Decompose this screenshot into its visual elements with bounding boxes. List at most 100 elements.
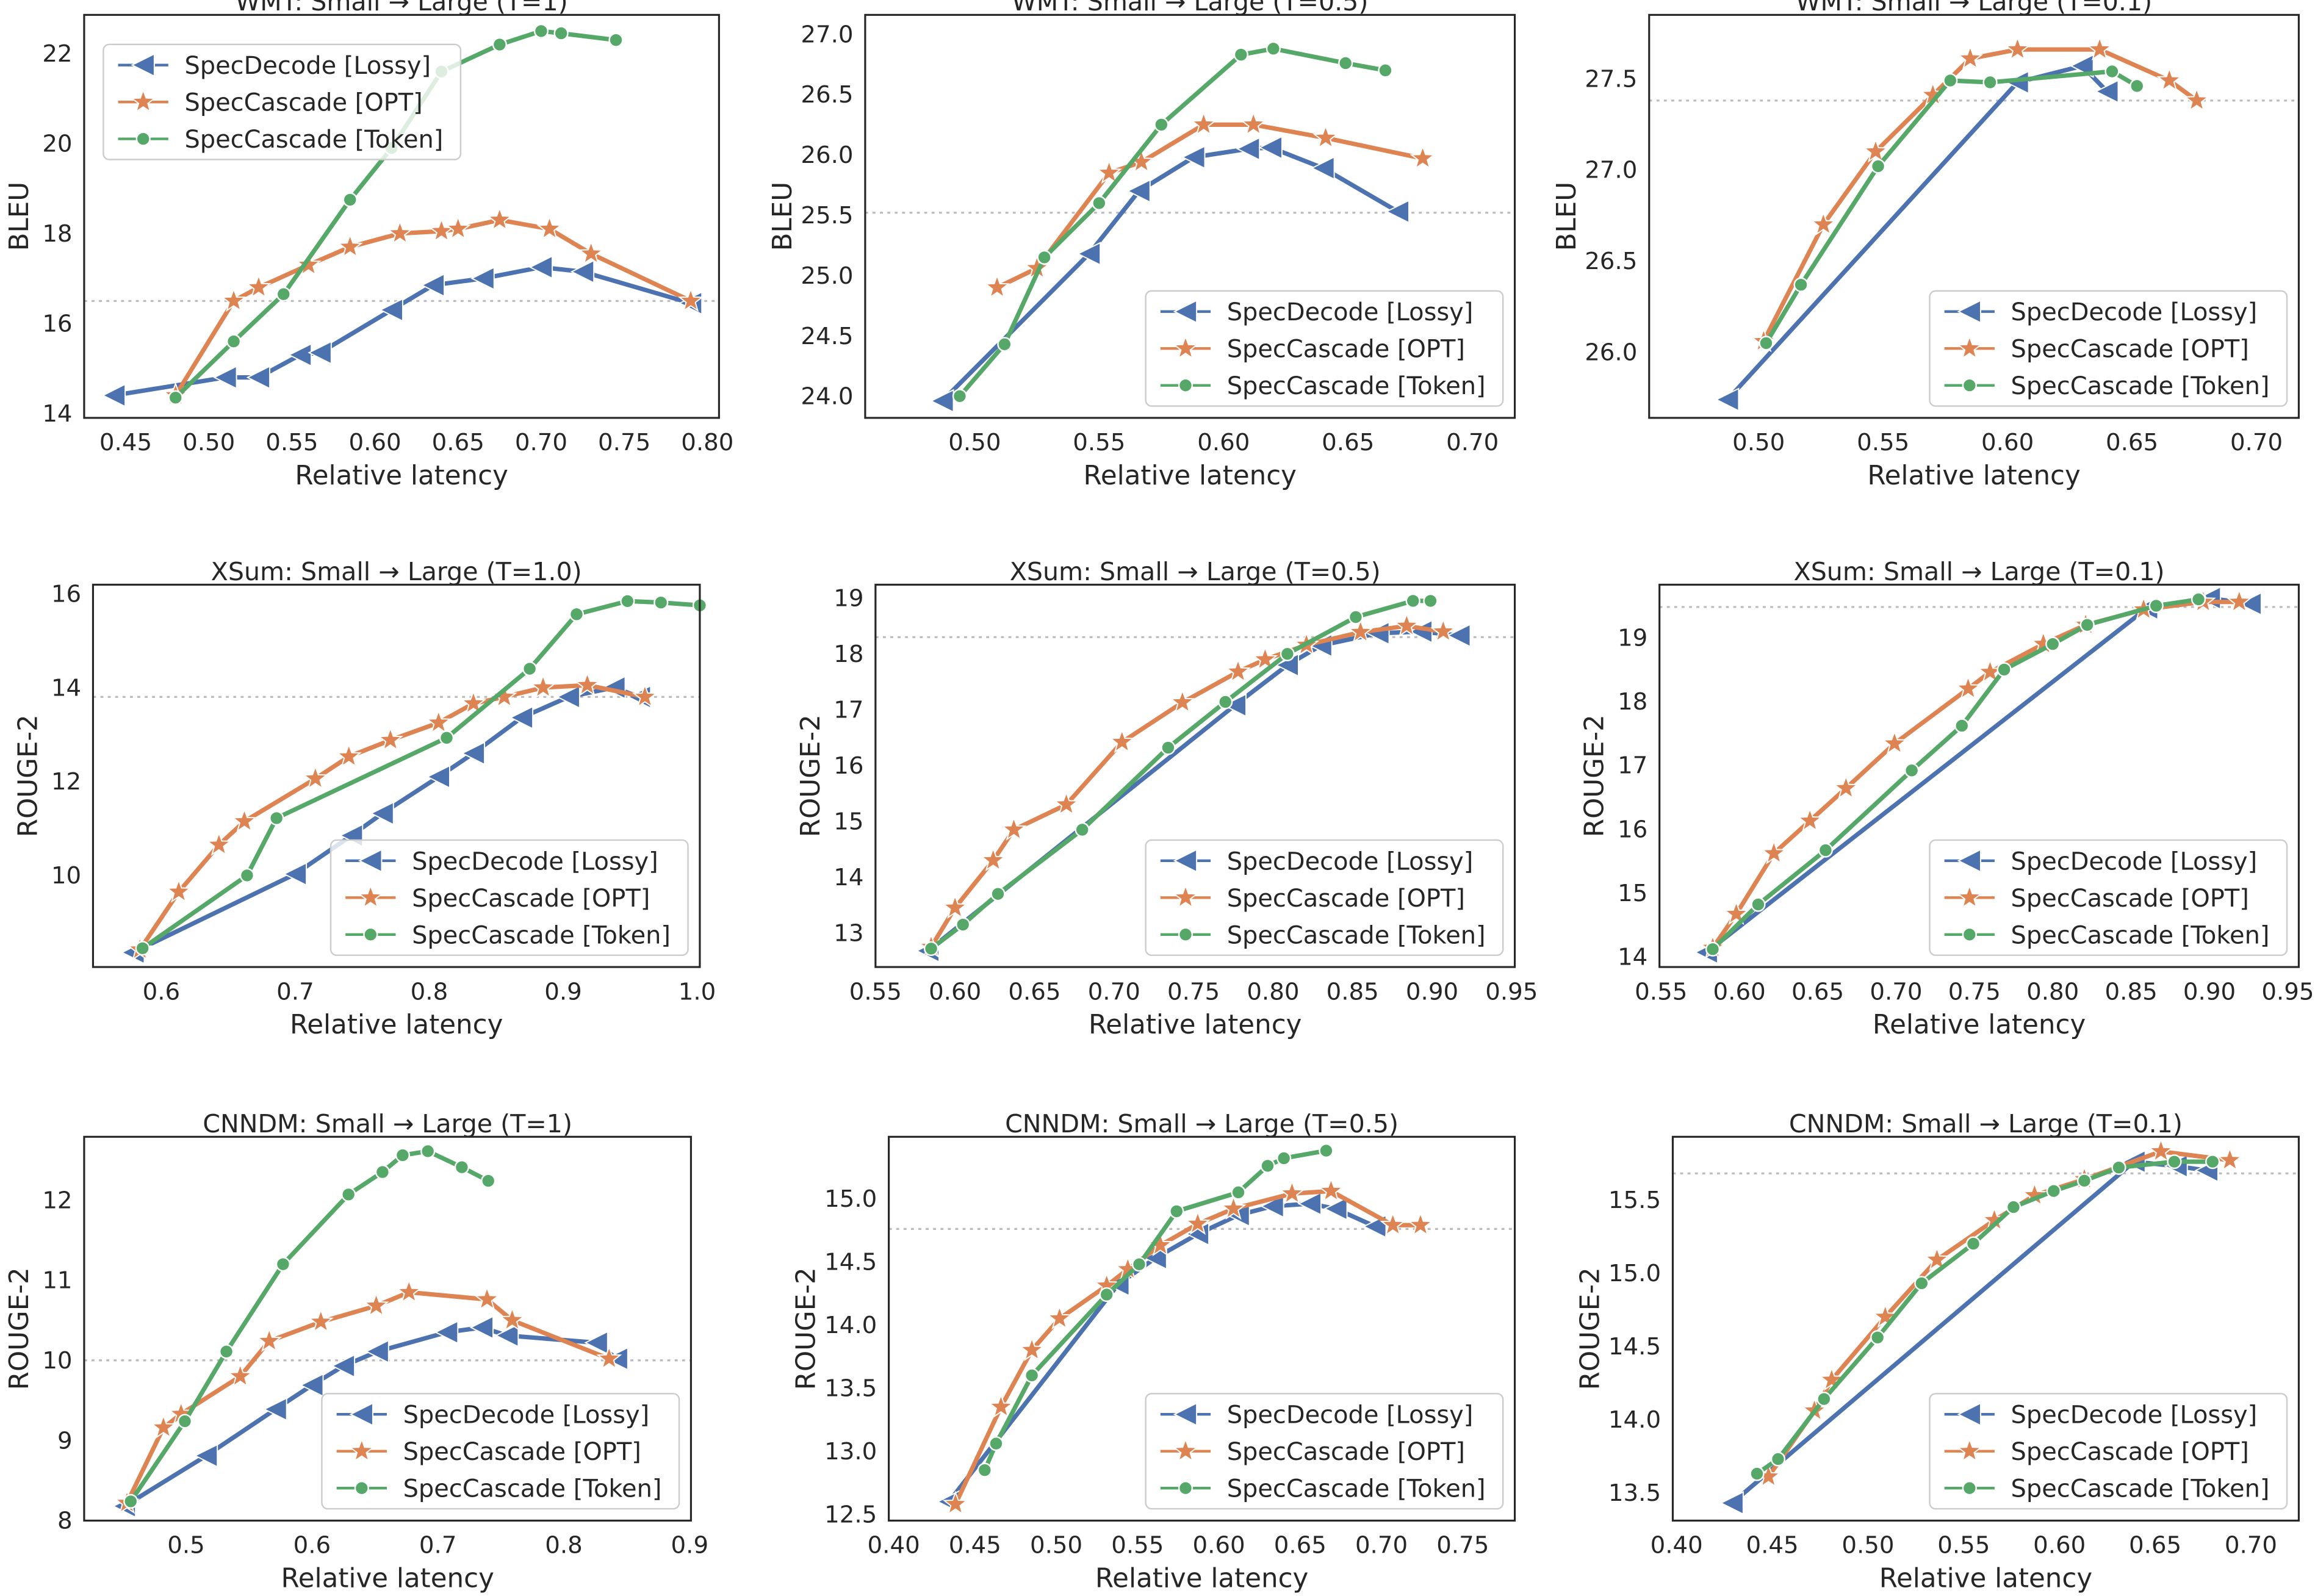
legend-marker [1956, 335, 1982, 360]
data-point [1723, 900, 1749, 926]
axes-frame [1671, 1135, 2300, 1522]
data-point [336, 742, 362, 768]
data-point [461, 741, 486, 766]
data-point [1872, 1303, 1898, 1328]
x-tick-label: 0.6 [293, 1532, 331, 1559]
y-tick-label: 27.0 [801, 21, 853, 48]
x-tick-label: 0.55 [849, 978, 902, 1005]
data-point [1280, 646, 1295, 661]
data-point [375, 1164, 391, 1180]
data-point [980, 847, 1006, 872]
y-axis-label: BLEU [1552, 182, 1582, 251]
data-point [1181, 145, 1206, 170]
data-point [1914, 1276, 1929, 1291]
subplot-7: 0.5 0.6 0.7 0.8 0.9 8 9 10 11 12 CNNDM: Small → La… [4, 1109, 708, 1594]
data-point [165, 878, 192, 903]
x-tick-label: 0.80 [681, 429, 733, 456]
data-point [1312, 124, 1339, 149]
data-point [1169, 1204, 1184, 1219]
x-tick-label: 0.70 [2225, 1532, 2277, 1559]
data-point [474, 1285, 500, 1310]
legend-label: SpecCascade [OPT] [2011, 336, 2249, 364]
x-tick-label: 0.9 [544, 978, 582, 1005]
x-tick-label: 0.55 [1111, 1532, 1164, 1559]
y-tick-label: 26.0 [801, 142, 853, 169]
y-tick-label: 10 [42, 1347, 72, 1375]
series-line [996, 122, 1424, 290]
y-tick-label: 9 [57, 1427, 73, 1454]
legend-marker [131, 52, 155, 77]
series-speccascade-token- [1705, 592, 2206, 957]
subplot-title: XSum: Small → Large (T=0.1) [1794, 557, 2165, 586]
data-point [988, 1436, 1004, 1451]
legend-box [1929, 290, 2288, 407]
data-point [193, 1443, 218, 1468]
data-point [269, 810, 284, 826]
x-tick-label: 0.65 [1322, 429, 1374, 456]
x-tick-label: 0.5 [167, 1532, 205, 1559]
axes-frame [874, 583, 1516, 968]
legend-box [1145, 1393, 1504, 1510]
y-tick-label: 14.0 [1608, 1406, 1661, 1434]
data-point [342, 192, 358, 207]
data-point [620, 594, 635, 609]
data-point [470, 266, 495, 291]
data-point [213, 365, 237, 390]
series-speccascade-token- [952, 41, 1393, 404]
x-tick-label: 0.40 [1651, 1532, 1703, 1559]
data-point [923, 941, 939, 956]
legend-label: SpecDecode [Lossy] [403, 1401, 650, 1429]
data-point [1266, 41, 1281, 56]
x-tick-label: 0.7 [419, 1532, 457, 1559]
data-point [2079, 617, 2095, 633]
series-line [129, 1149, 489, 1503]
x-axis-label: Relative latency [1089, 1010, 1302, 1040]
legend-marker [1957, 300, 1981, 324]
legend-box [1929, 839, 2288, 956]
data-point [377, 727, 403, 752]
y-tick-label: 12.5 [824, 1501, 877, 1528]
legend-marker [1962, 378, 1977, 393]
subplot-3: 0.50 0.55 0.60 0.65 0.70 26.0 26.5 27.0 27.5 WMT:… [1552, 0, 2300, 491]
data-point [2191, 592, 2206, 607]
data-point [1715, 387, 1740, 412]
legend: SpecDecode [Lossy] SpecCascade [OPT] SpecC… [1929, 1393, 2288, 1510]
data-point [1233, 47, 1248, 62]
y-tick-label: 15.0 [1608, 1260, 1661, 1287]
x-axis-label: Relative latency [295, 461, 508, 491]
data-point [1430, 618, 1456, 643]
data-point [1818, 843, 1833, 858]
x-tick-label: 0.75 [1948, 978, 2001, 1005]
x-tick-label: 0.65 [1008, 978, 1060, 1005]
data-point [1405, 593, 1420, 608]
data-point [2148, 1138, 2174, 1163]
y-tick-label: 13.5 [1608, 1479, 1661, 1507]
data-point [2004, 35, 2031, 61]
data-point [206, 831, 232, 856]
y-tick-label: 16 [42, 310, 72, 337]
data-point [1076, 242, 1101, 266]
y-tick-label: 26.5 [1585, 248, 1637, 275]
x-tick-label: 0.95 [2261, 978, 2314, 1005]
data-point [494, 1323, 519, 1348]
data-point [2045, 636, 2061, 652]
x-tick-label: 0.45 [1746, 1532, 1799, 1559]
legend-marker [1172, 884, 1199, 909]
subplot-8: 0.40 0.45 0.50 0.55 0.60 0.65 0.70 0.75 12.5 13.0… [791, 1109, 1516, 1594]
y-tick-label: 18 [42, 220, 72, 248]
y-axis-label: ROUGE-2 [796, 714, 826, 837]
data-point [439, 730, 455, 746]
axes-frame [1648, 13, 2300, 419]
y-axis-label: BLEU [4, 182, 35, 251]
legend-label: SpecCascade [Token] [1227, 1475, 1486, 1503]
y-tick-label: 14 [833, 864, 863, 891]
x-axis-label: Relative latency [281, 1563, 494, 1594]
data-point [1810, 210, 1837, 236]
data-point [2111, 1160, 2126, 1175]
data-point [984, 274, 1010, 299]
data-point [528, 255, 553, 279]
x-tick-label: 0.7 [276, 978, 314, 1005]
data-point [1955, 675, 1981, 700]
y-tick-label: 27.5 [1585, 65, 1637, 93]
series-speccascade-opt- [127, 671, 658, 961]
